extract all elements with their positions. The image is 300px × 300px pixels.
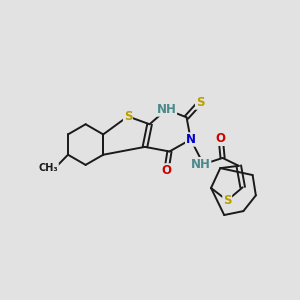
Text: S: S [124, 110, 132, 123]
Text: NH: NH [191, 158, 211, 171]
Text: O: O [216, 132, 226, 145]
Text: CH₃: CH₃ [39, 163, 58, 173]
Text: S: S [196, 96, 204, 109]
Text: O: O [161, 164, 172, 177]
Text: N: N [186, 133, 196, 146]
Text: NH: NH [157, 103, 176, 116]
Text: S: S [223, 194, 232, 207]
